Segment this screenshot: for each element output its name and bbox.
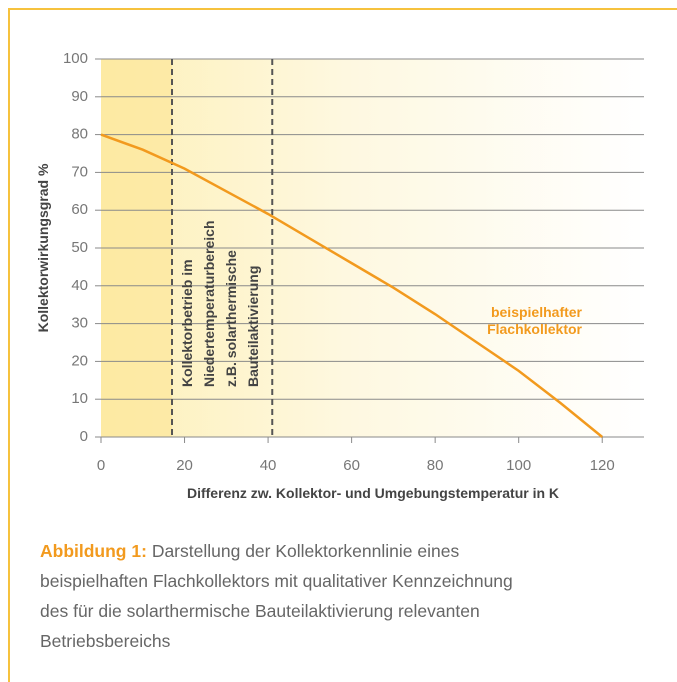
y-tick-label: 100 — [63, 50, 88, 67]
series-label: beispielhafter Flachkollektor — [487, 304, 582, 337]
range-annotation: Bauteilaktivierung — [245, 266, 261, 387]
range-annotation: z.B. solarthermische — [223, 250, 239, 387]
y-tick-label: 10 — [71, 390, 88, 407]
y-tick-label: 20 — [71, 352, 88, 369]
y-tick-label: 50 — [71, 239, 88, 256]
caption: Abbildung 1: Darstellung der Kollektorke… — [40, 536, 660, 656]
y-tick-label: 90 — [71, 88, 88, 105]
range-annotation: Niedertemperaturbereich — [201, 220, 217, 387]
caption-line: beispielhaften Flachkollektors mit quali… — [40, 571, 513, 591]
y-tick-label: 30 — [71, 315, 88, 332]
x-tick-label: 60 — [343, 457, 360, 474]
x-tick-label: 100 — [506, 457, 531, 474]
y-tick-label: 40 — [71, 277, 88, 294]
range-annotation: Kollektorbetrieb im — [179, 259, 195, 387]
caption-line: des für die solarthermische Bauteilaktiv… — [40, 601, 480, 621]
frame — [8, 8, 677, 682]
data-line — [100, 133, 604, 438]
y-tick-label: 60 — [71, 201, 88, 218]
x-axis-label: Differenz zw. Kollektor- und Umgebungste… — [187, 485, 559, 501]
x-tick-label: 120 — [590, 457, 615, 474]
caption-line: Darstellung der Kollektorkennlinie eines — [151, 541, 460, 561]
x-tick-label: 80 — [427, 457, 444, 474]
chart: Kollektorwirkungsgrad % Differenz zw. Ko… — [35, 50, 644, 501]
x-tick-label: 0 — [97, 457, 105, 474]
y-tick-label: 80 — [71, 126, 88, 143]
x-tick-label: 40 — [260, 457, 277, 474]
series-label-box: beispielhafter Flachkollektor — [487, 304, 582, 337]
y-axis-label: Kollektorwirkungsgrad % — [35, 163, 51, 332]
caption-line: Betriebsbereichs — [40, 631, 171, 651]
caption-label: Abbildung 1: — [40, 541, 147, 561]
y-tick-label: 70 — [71, 163, 88, 180]
x-tick-label: 20 — [176, 457, 193, 474]
y-tick-label: 0 — [80, 428, 88, 445]
